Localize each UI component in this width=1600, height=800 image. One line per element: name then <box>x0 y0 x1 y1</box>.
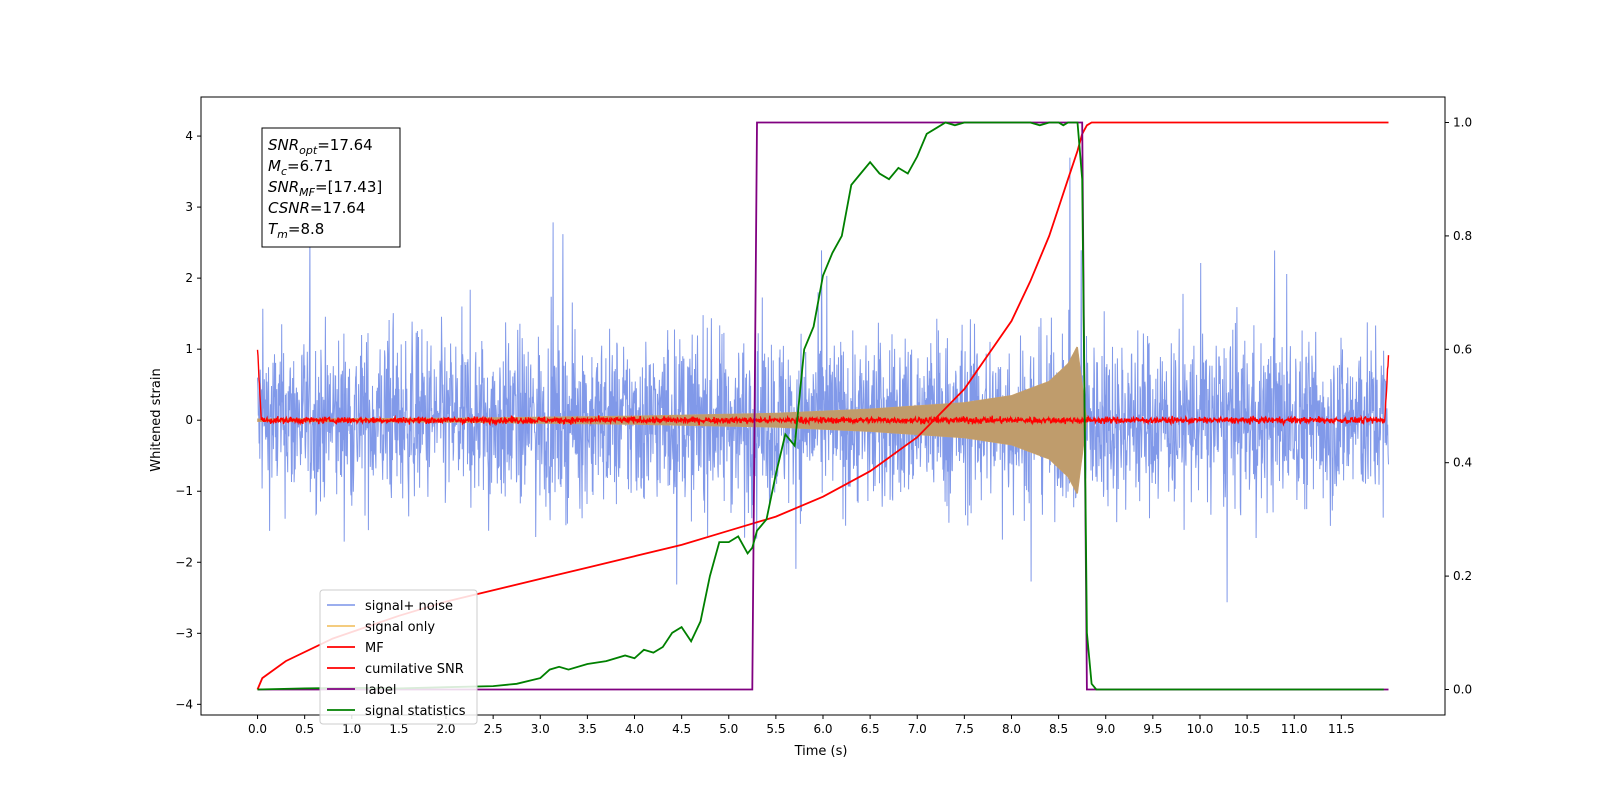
y-right-tick-label: 0.6 <box>1453 342 1472 356</box>
annotation-symbol: M <box>268 157 281 175</box>
legend-label: cumilative SNR <box>365 662 464 677</box>
right-y-axis-ticks: 0.0 0.2 0.4 0.6 0.8 1.0 <box>1445 116 1472 696</box>
series-line-mf <box>256 349 1390 427</box>
x-tick-label: 8.0 <box>1002 722 1021 736</box>
x-tick-label: 7.5 <box>955 722 974 736</box>
legend-label: signal only <box>365 620 435 635</box>
annotation-frame <box>261 127 401 248</box>
x-tick-label: 8.5 <box>1049 722 1068 736</box>
y-right-tick-label: 0.0 <box>1453 682 1472 696</box>
x-tick-label: 1.0 <box>342 722 361 736</box>
annotation-subscript: c <box>281 165 287 178</box>
legend: signal+ noise signal only MF cumilative SNR… <box>319 589 478 725</box>
annotation-subscript: MF <box>299 186 315 199</box>
annotation-subscript: m <box>277 228 288 241</box>
x-tick-label: 9.5 <box>1143 722 1162 736</box>
annotation-symbol: SNR <box>268 136 299 154</box>
x-tick-label: 10.5 <box>1234 722 1261 736</box>
x-tick-label: 3.5 <box>578 722 597 736</box>
x-tick-label: 2.0 <box>436 722 455 736</box>
x-tick-label: 4.0 <box>625 722 644 736</box>
y-right-tick-label: 0.4 <box>1453 456 1472 470</box>
y-left-tick-label: −3 <box>175 626 193 640</box>
series-line-signal-statistics <box>257 121 1384 691</box>
y-left-tick-label: 4 <box>185 129 193 143</box>
y-right-tick-label: 1.0 <box>1453 116 1472 130</box>
x-tick-label: 4.5 <box>672 722 691 736</box>
legend-label: MF <box>365 641 384 656</box>
y-left-tick-label: 0 <box>185 413 193 427</box>
stats-annotation-box: SNRopt=17.64Mc=6.71SNRMF=[17.43]CSNR=17.… <box>261 127 401 248</box>
x-tick-label: 11.0 <box>1281 722 1308 736</box>
legend-label: signal statistics <box>365 704 466 719</box>
x-tick-label: 10.0 <box>1187 722 1214 736</box>
annotation-value: =17.64 <box>310 199 366 217</box>
x-axis-ticks: 0.0 0.5 1.0 1.5 2.0 2.5 3.0 3.5 4.0 4.5 5.0 5.5 6.0 6… <box>248 715 1355 736</box>
annotation-line: SNRopt=17.64 <box>268 136 373 157</box>
legend-label: signal+ noise <box>365 599 453 614</box>
annotation-symbol: T <box>268 220 279 238</box>
x-tick-label: 7.0 <box>908 722 927 736</box>
y-left-tick-label: 2 <box>185 271 193 285</box>
series-line-signal-noise <box>257 157 1389 603</box>
y-left-tick-label: −1 <box>175 484 193 498</box>
annotation-value: =8.8 <box>288 220 324 238</box>
annotation-value: =[17.43] <box>315 178 382 196</box>
x-tick-label: 9.0 <box>1096 722 1115 736</box>
x-tick-label: 0.5 <box>295 722 314 736</box>
x-tick-label: 11.5 <box>1328 722 1355 736</box>
annotation-symbol: SNR <box>268 178 299 196</box>
y-left-tick-label: −4 <box>175 697 193 711</box>
x-tick-label: 6.5 <box>861 722 880 736</box>
x-tick-label: 1.5 <box>389 722 408 736</box>
x-tick-label: 2.5 <box>484 722 503 736</box>
left-y-axis-label: Whitened strain <box>149 368 164 471</box>
annotation-value: =17.64 <box>317 136 373 154</box>
y-right-tick-label: 0.2 <box>1453 569 1472 583</box>
left-y-axis-ticks: −4 −3 −2 −1 0 1 2 3 4 <box>175 129 201 711</box>
legend-frame <box>319 589 478 725</box>
y-left-tick-label: 3 <box>185 200 193 214</box>
annotation-symbol: CSNR <box>268 199 310 217</box>
annotation-line: Mc=6.71 <box>268 157 333 178</box>
annotation-value: =6.71 <box>287 157 333 175</box>
x-tick-label: 5.0 <box>719 722 738 736</box>
legend-label: label <box>365 683 396 698</box>
annotation-line: SNRMF=[17.43] <box>268 178 382 199</box>
x-tick-label: 0.0 <box>248 722 267 736</box>
y-left-tick-label: −2 <box>175 555 193 569</box>
x-tick-label: 5.5 <box>766 722 785 736</box>
annotation-line: CSNR=17.64 <box>268 199 365 217</box>
annotation-subscript: opt <box>299 144 318 157</box>
x-axis-label: Time (s) <box>794 744 848 759</box>
y-left-tick-label: 1 <box>185 342 193 356</box>
x-tick-label: 3.0 <box>531 722 550 736</box>
x-tick-label: 6.0 <box>813 722 832 736</box>
y-right-tick-label: 0.8 <box>1453 229 1472 243</box>
annotation-line: Tm=8.8 <box>268 220 324 241</box>
